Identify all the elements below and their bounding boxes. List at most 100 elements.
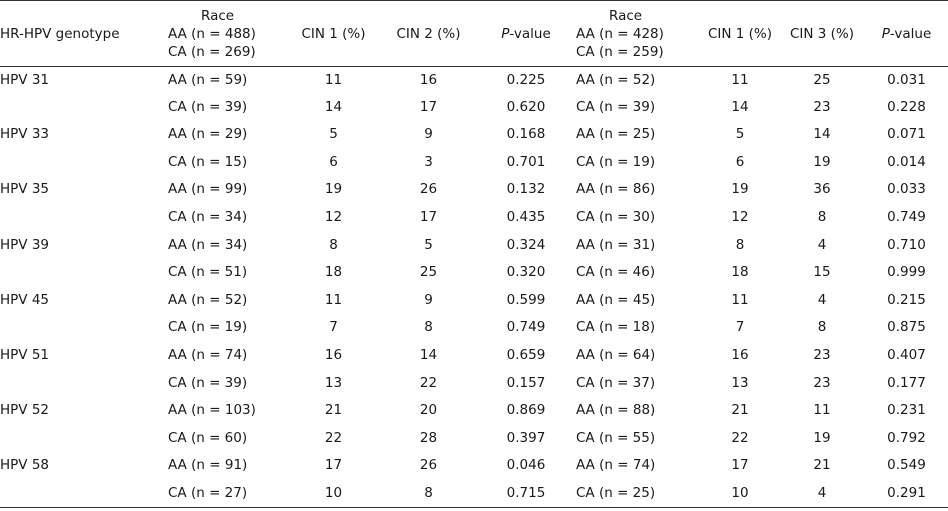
- genotype-cell: [0, 259, 168, 287]
- left-cin-b-cell: 17: [419, 208, 438, 225]
- right-cin-b-cell: 4: [817, 291, 827, 308]
- left-cin-a-cell: 17: [324, 457, 343, 474]
- left-race-cell: CA (n = 15): [168, 153, 248, 170]
- header-p-rest: -value: [509, 26, 551, 42]
- right-race-cell: CA (n = 39): [576, 98, 656, 115]
- table-row: CA (n = 39) 13 22 0.157 CA (n = 37) 13 23 0.177: [0, 370, 948, 398]
- table-row: HPV 31 AA (n = 59) 11 16 0.225 AA (n = 52) 11 2…: [0, 66, 948, 94]
- left-cin-a-cell: 11: [324, 291, 343, 308]
- left-p-value-cell: 0.225: [506, 71, 546, 88]
- table-row: HPV 39 AA (n = 34) 8 5 0.324 AA (n = 31) 8 4 0.7…: [0, 232, 948, 260]
- right-p-value-cell: 0.014: [887, 153, 926, 170]
- left-race-cell: AA (n = 74): [168, 346, 248, 363]
- table-row: CA (n = 60) 22 28 0.397 CA (n = 55) 22 19 0.792: [0, 425, 948, 453]
- left-p-value-cell: 0.620: [506, 98, 546, 115]
- left-cin-b-cell: 9: [424, 126, 433, 143]
- left-race-cell: AA (n = 91): [168, 457, 248, 474]
- right-cin-a-cell: 6: [735, 153, 745, 170]
- table-row: CA (n = 15) 6 3 0.701 CA (n = 19) 6 19 0.014: [0, 149, 948, 177]
- right-p-value-cell: 0.177: [887, 374, 926, 391]
- header-right-cin-b: CIN 3 (%): [779, 2, 865, 67]
- header-race-left-aa: AA (n = 488): [168, 26, 256, 42]
- left-p-value-cell: 0.320: [506, 264, 546, 281]
- genotype-cell: [0, 149, 168, 177]
- header-right-p-value: P-value: [865, 2, 948, 67]
- left-cin-b-cell: 14: [419, 346, 438, 363]
- right-cin-a-cell: 12: [731, 208, 749, 225]
- right-cin-b-cell: 21: [813, 457, 831, 474]
- header-right-cin-a: CIN 1 (%): [701, 2, 779, 67]
- header-left-p-value: P-value: [476, 2, 576, 67]
- right-cin-b-cell: 14: [813, 126, 831, 143]
- right-p-value-cell: 0.792: [887, 429, 926, 446]
- left-cin-a-cell: 14: [324, 98, 343, 115]
- header-left-cin-a: CIN 1 (%): [286, 2, 381, 67]
- left-p-value-cell: 0.659: [506, 346, 546, 363]
- right-cin-a-cell: 14: [731, 98, 749, 115]
- left-cin-b-cell: 20: [419, 402, 438, 419]
- right-race-cell: AA (n = 52): [576, 71, 656, 88]
- right-cin-b-cell: 4: [817, 236, 827, 253]
- right-p-value-cell: 0.033: [887, 181, 926, 198]
- right-cin-b-cell: 23: [813, 346, 831, 363]
- right-cin-a-cell: 21: [731, 402, 749, 419]
- left-race-cell: CA (n = 51): [168, 264, 248, 281]
- right-cin-b-cell: 4: [779, 479, 865, 508]
- left-p-value-cell: 0.599: [506, 291, 546, 308]
- right-p-value-cell: 0.749: [887, 208, 926, 225]
- left-race-cell: AA (n = 34): [168, 236, 248, 253]
- left-race-cell: AA (n = 103): [168, 402, 256, 419]
- right-p-value-cell: 0.228: [887, 98, 926, 115]
- right-cin-b-cell: 23: [813, 374, 831, 391]
- left-race-cell: AA (n = 59): [168, 71, 248, 88]
- right-cin-b-cell: 36: [813, 181, 831, 198]
- right-p-value-cell: 0.407: [887, 346, 926, 363]
- right-cin-b-cell: 25: [813, 71, 831, 88]
- right-race-cell: CA (n = 19): [576, 153, 656, 170]
- header-race-left: Race AA (n = 488) CA (n = 269): [168, 2, 286, 67]
- header-race-right: Race AA (n = 428) CA (n = 259): [576, 2, 701, 67]
- right-cin-a-cell: 19: [731, 181, 749, 198]
- header-race-right-aa: AA (n = 428): [576, 26, 664, 42]
- genotype-cell: [0, 94, 168, 122]
- right-p-value-cell: 0.031: [887, 71, 926, 88]
- left-race-cell: AA (n = 52): [168, 291, 248, 308]
- right-p-value-cell: 0.215: [887, 291, 926, 308]
- left-cin-a-cell: 8: [329, 236, 338, 253]
- left-cin-b-cell: 9: [424, 291, 433, 308]
- right-p-value-cell: 0.710: [887, 236, 926, 253]
- right-cin-b-cell: 8: [817, 319, 827, 336]
- genotype-cell: HPV 31: [0, 71, 49, 88]
- table-row: CA (n = 51) 18 25 0.320 CA (n = 46) 18 15 0.999: [0, 259, 948, 287]
- left-cin-a-cell: 13: [324, 374, 343, 391]
- header-race-left-ca: CA (n = 269): [168, 44, 256, 60]
- right-cin-a-cell: 13: [731, 374, 749, 391]
- left-race-cell: CA (n = 39): [168, 374, 248, 391]
- right-cin-b-cell: 8: [817, 208, 827, 225]
- table-row: HPV 51 AA (n = 74) 16 14 0.659 AA (n = 64) 16 2…: [0, 342, 948, 370]
- left-cin-a-cell: 11: [324, 71, 343, 88]
- right-cin-a-cell: 5: [735, 126, 745, 143]
- left-cin-b-cell: 16: [419, 71, 438, 88]
- left-p-value-cell: 0.046: [506, 457, 546, 474]
- left-cin-b-cell: 22: [419, 374, 438, 391]
- right-race-cell: AA (n = 86): [576, 181, 656, 198]
- right-cin-a-cell: 7: [735, 319, 745, 336]
- genotype-cell: [0, 370, 168, 398]
- header-race-right-ca: CA (n = 259): [576, 44, 664, 60]
- left-p-value-cell: 0.701: [506, 153, 546, 170]
- header-p-rest: -value: [889, 26, 932, 42]
- right-p-value-cell: 0.071: [887, 126, 926, 143]
- genotype-cell: [0, 425, 168, 453]
- left-race-cell: CA (n = 60): [168, 429, 248, 446]
- header-p-italic: P: [501, 26, 510, 42]
- left-p-value-cell: 0.715: [476, 479, 576, 508]
- left-cin-a-cell: 10: [286, 479, 381, 508]
- right-race-cell: CA (n = 30): [576, 208, 656, 225]
- left-cin-b-cell: 8: [424, 319, 433, 336]
- left-race-cell: CA (n = 27): [168, 479, 286, 508]
- table-row: HPV 58 AA (n = 91) 17 26 0.046 AA (n = 74) 17 2…: [0, 452, 948, 480]
- right-cin-a-cell: 16: [731, 346, 749, 363]
- left-race-cell: AA (n = 99): [168, 181, 248, 198]
- right-race-cell: AA (n = 45): [576, 291, 656, 308]
